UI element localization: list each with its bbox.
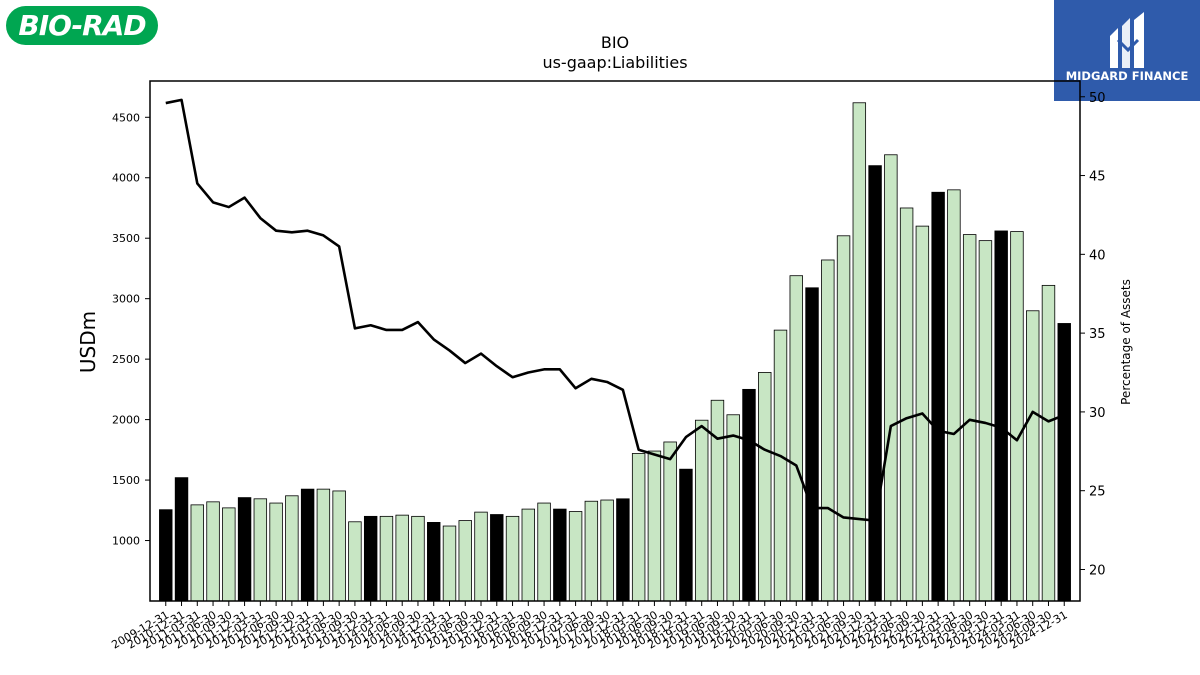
bar (521, 508, 536, 602)
bio-rad-logo-text: BIO-RAD (18, 9, 146, 42)
bar (1057, 323, 1071, 602)
bar (427, 522, 441, 602)
bar (821, 259, 835, 602)
bar (931, 191, 945, 602)
bar (174, 477, 189, 602)
plot-frame (149, 80, 1081, 602)
bar (631, 453, 646, 602)
bar (852, 102, 867, 602)
bar (868, 165, 882, 602)
bar (663, 441, 677, 602)
y2-tick-label: 20 (1089, 563, 1106, 578)
bar (994, 230, 1008, 602)
bar (363, 515, 378, 602)
percentage-line (165, 98, 1065, 522)
bar (884, 154, 898, 602)
axes-layer: 1000 1500 2000 2500 3000 3500 4000 4500 20 25 30 35… (109, 80, 1106, 652)
y-tick-label: 1500 (112, 474, 140, 487)
bar (742, 388, 756, 602)
bar (253, 498, 268, 602)
bar (269, 502, 283, 602)
y-tick-label: 1000 (112, 535, 140, 548)
bar (285, 495, 299, 602)
y2-tick-label: 30 (1089, 406, 1106, 421)
bar (694, 419, 709, 602)
midgard-finance-logo: MIDGARD FINANCE (1054, 0, 1200, 101)
bar (395, 514, 409, 602)
bar (962, 234, 977, 602)
midgard-logo-text: MIDGARD FINANCE (1065, 69, 1189, 83)
bar (537, 502, 551, 602)
bar (1041, 284, 1056, 602)
bar (726, 414, 740, 602)
bar (679, 468, 693, 602)
bar (789, 275, 803, 602)
y2-tick-label: 50 (1089, 91, 1106, 106)
bar (1026, 310, 1040, 602)
y-tick-label: 4000 (112, 172, 140, 185)
bar (348, 521, 362, 602)
bar (758, 372, 772, 602)
bar (237, 497, 252, 602)
bar (710, 399, 725, 602)
y-tick-label: 3000 (112, 293, 140, 306)
y-tick-label: 3500 (112, 232, 140, 245)
bar (584, 500, 599, 602)
chart-title: BIO (601, 33, 629, 52)
bio-rad-logo: BIO-RAD (6, 6, 158, 45)
bar (206, 501, 220, 602)
bar (505, 515, 520, 602)
y2-tick-label: 45 (1089, 170, 1106, 185)
bar (647, 450, 662, 602)
bar (411, 515, 425, 602)
bar (616, 498, 630, 602)
bar (899, 207, 914, 602)
y2-axis-label: Percentage of Assets (1119, 279, 1133, 405)
bars-layer (159, 102, 1071, 602)
bar (332, 490, 346, 602)
bar (947, 189, 961, 602)
y-axis-label: USDm (76, 311, 100, 373)
midgard-mark-icon (1110, 12, 1144, 68)
bar (773, 329, 788, 602)
bar (300, 488, 315, 602)
y2-tick-label: 25 (1089, 485, 1106, 500)
bar (553, 508, 567, 602)
bar (836, 235, 851, 602)
bar (190, 504, 204, 602)
bar (600, 499, 614, 602)
bar (159, 509, 173, 602)
y2-tick-label: 35 (1089, 327, 1106, 342)
y2-tick-label: 40 (1089, 248, 1106, 263)
bar (222, 507, 236, 602)
bar (379, 515, 394, 602)
bar (458, 520, 472, 602)
y-tick-label: 2000 (112, 414, 140, 427)
bar (474, 511, 488, 602)
y-tick-label: 2500 (112, 353, 140, 366)
line-layer (165, 98, 1065, 522)
bar (1010, 231, 1024, 602)
bar (316, 488, 331, 602)
bar (490, 514, 504, 602)
chart-subtitle: us-gaap:Liabilities (542, 53, 687, 72)
bar (805, 287, 819, 602)
bar (442, 525, 457, 602)
y-tick-label: 4500 (112, 111, 140, 124)
bar (568, 511, 583, 602)
